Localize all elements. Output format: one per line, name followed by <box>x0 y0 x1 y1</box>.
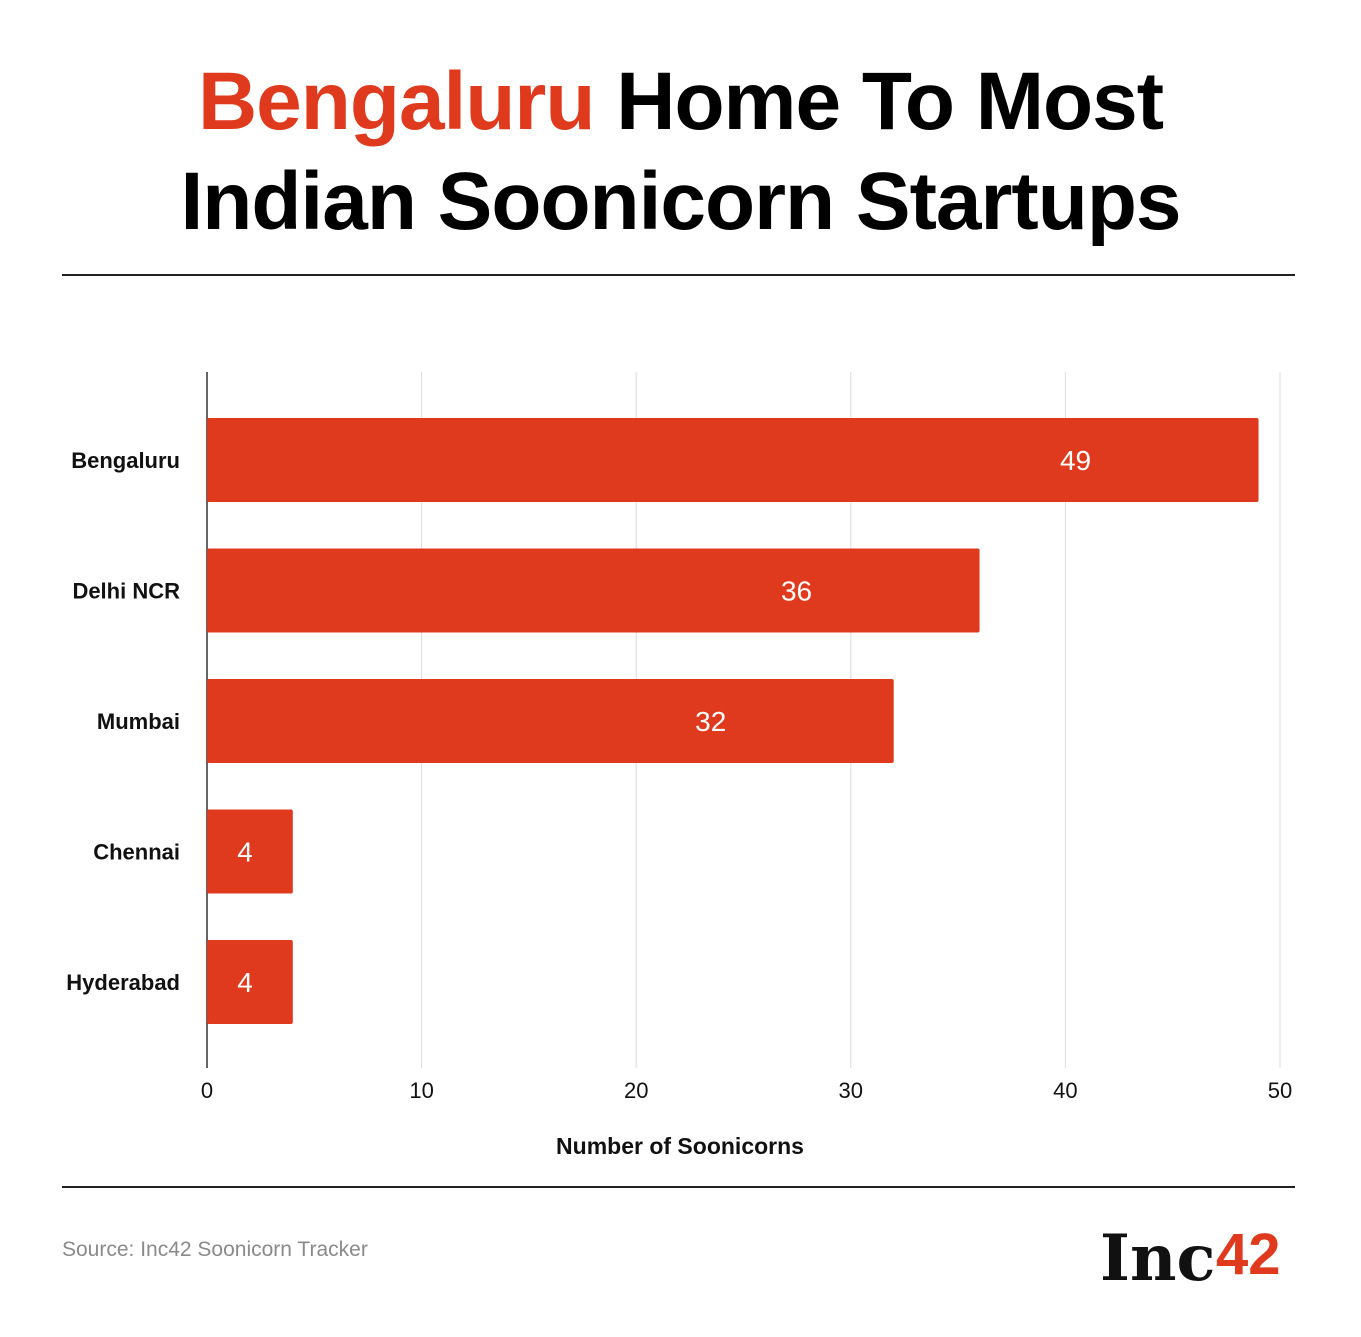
logo-text: Inc <box>1100 1221 1215 1296</box>
value-label-delhi-ncr: 36 <box>781 576 812 607</box>
bar-delhi-ncr <box>207 548 980 633</box>
inc42-logo: Inc 42 <box>1098 1218 1298 1303</box>
logo-number: 42 <box>1216 1222 1281 1287</box>
category-label-bengaluru: Bengaluru <box>71 448 180 473</box>
bar-hyderabad <box>207 940 293 1024</box>
x-tick-label-50: 50 <box>1268 1078 1292 1103</box>
value-label-mumbai: 32 <box>695 706 726 737</box>
x-tick-label-0: 0 <box>201 1078 213 1103</box>
title-line-2: Indian Soonicorn Startups <box>180 156 1181 247</box>
title-line-1: Bengaluru Home To Most <box>0 52 1361 152</box>
value-label-bengaluru: 49 <box>1060 445 1091 476</box>
x-axis-title: Number of Soonicorns <box>556 1133 804 1159</box>
category-label-hyderabad: Hyderabad <box>66 970 180 995</box>
category-label-mumbai: Mumbai <box>97 709 180 734</box>
value-label-chennai: 4 <box>237 837 253 868</box>
source-note: Source: Inc42 Soonicorn Tracker <box>62 1238 368 1261</box>
x-tick-label-40: 40 <box>1053 1078 1077 1103</box>
title-rest: Home To Most <box>616 56 1164 147</box>
top-divider <box>62 274 1295 276</box>
inc42-logo-mark: Inc 42 <box>1100 1221 1281 1296</box>
bar-mumbai <box>207 679 894 763</box>
bottom-divider <box>62 1186 1295 1188</box>
category-label-delhi-ncr: Delhi NCR <box>72 579 180 604</box>
title-accent: Bengaluru <box>197 56 595 147</box>
x-tick-label-30: 30 <box>839 1078 863 1103</box>
category-label-chennai: Chennai <box>93 840 180 865</box>
x-tick-label-20: 20 <box>624 1078 648 1103</box>
chart-title: Bengaluru Home To Most Indian Soonicorn … <box>0 52 1361 252</box>
bar-chart: 0 10 20 30 40 50 Bengaluru 49 Delhi NCR 36 Mumbai 3… <box>66 372 1292 1159</box>
bar-chennai <box>207 809 293 894</box>
value-label-hyderabad: 4 <box>237 967 253 998</box>
bar-bengaluru <box>207 418 1259 502</box>
x-tick-label-10: 10 <box>409 1078 433 1103</box>
